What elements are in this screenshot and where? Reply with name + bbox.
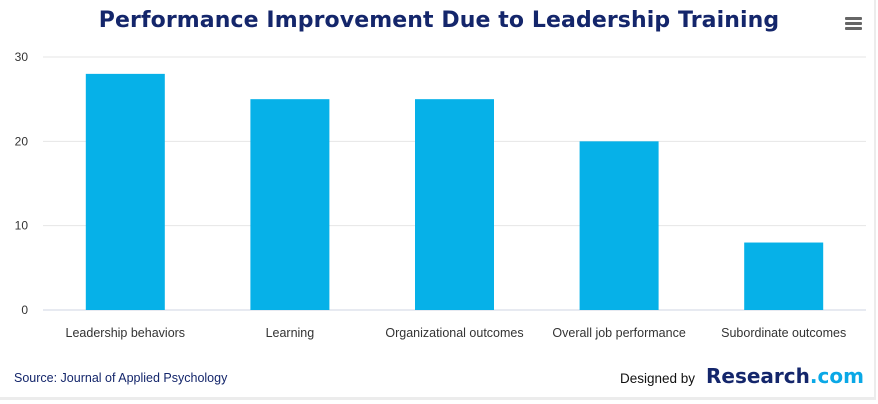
chart-title: Performance Improvement Due to Leadershi…: [98, 8, 780, 33]
designed-by-label: Designed by: [620, 371, 696, 386]
source-note: Source: Journal of Applied Psychology: [14, 371, 228, 385]
x-tick-label: Leadership behaviors: [66, 326, 186, 340]
bar[interactable]: [415, 99, 494, 311]
hamburger-menu-icon[interactable]: [845, 17, 862, 31]
y-tick-label: 0: [21, 303, 28, 317]
brand-name: Research: [706, 364, 810, 388]
bar-chart: 0 10 20 30 Leadership behaviors Learning Orga…: [15, 50, 866, 340]
x-tick-label: Organizational outcomes: [385, 326, 523, 340]
brand-logo[interactable]: Research.com: [706, 364, 864, 388]
x-tick-label: Overall job performance: [552, 326, 685, 340]
bar[interactable]: [579, 141, 659, 310]
bar[interactable]: [85, 73, 165, 310]
bars: [85, 73, 824, 311]
y-tick-label: 30: [15, 50, 29, 64]
x-axis-tick-labels: Leadership behaviors Learning Organization…: [66, 326, 847, 340]
x-tick-label: Learning: [266, 326, 315, 340]
y-tick-label: 10: [15, 219, 29, 233]
bar[interactable]: [250, 99, 330, 311]
x-tick-label: Subordinate outcomes: [721, 326, 846, 340]
y-tick-label: 20: [15, 134, 29, 148]
brand-suffix: .com: [809, 364, 864, 388]
bar[interactable]: [744, 242, 824, 310]
y-axis-tick-labels: 0 10 20 30: [15, 50, 29, 317]
